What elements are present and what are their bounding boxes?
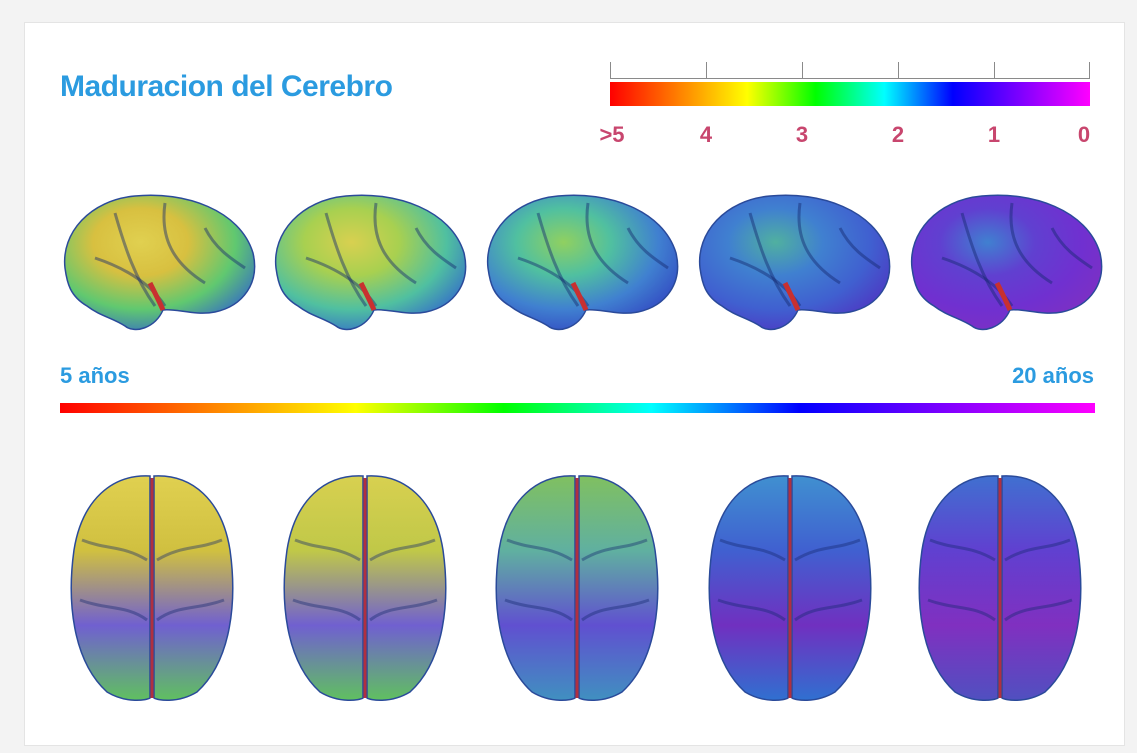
brain-top-view-3: [495, 475, 659, 701]
scale-label-gt5: >5: [599, 122, 625, 147]
brain-top-view-1: [70, 475, 234, 701]
age-end-label: 20 años: [1012, 363, 1094, 388]
brain-side-view-3: [486, 194, 679, 331]
scale-label-2: 2: [891, 122, 905, 147]
brain-side-view-4: [698, 194, 891, 331]
scale-label-3: 3: [795, 122, 809, 147]
scale-tick: [1089, 62, 1090, 79]
brain-side-view-5: [910, 194, 1103, 331]
scale-tick: [706, 62, 707, 79]
color-scale: >5 4 3 2 1 0: [599, 62, 1092, 152]
scale-tick: [898, 62, 899, 79]
scale-label-1: 1: [987, 122, 1001, 147]
scale-label-4: 4: [699, 122, 713, 147]
scale-gradient-bar: [610, 82, 1090, 106]
scale-tick: [994, 62, 995, 79]
scale-tick: [610, 62, 611, 79]
brain-side-view-1: [63, 194, 256, 331]
brain-top-view-5: [918, 475, 1082, 701]
brain-top-view-4: [708, 475, 872, 701]
age-start-label: 5 años: [60, 363, 130, 388]
age-gradient-bar: [60, 403, 1095, 413]
brain-side-view-2: [274, 194, 467, 331]
scale-tick: [802, 62, 803, 79]
scale-label-0: 0: [1077, 122, 1091, 147]
scale-axis-line: [610, 78, 1090, 79]
brain-top-view-2: [283, 475, 447, 701]
page-title: Maduracion del Cerebro: [60, 70, 393, 103]
